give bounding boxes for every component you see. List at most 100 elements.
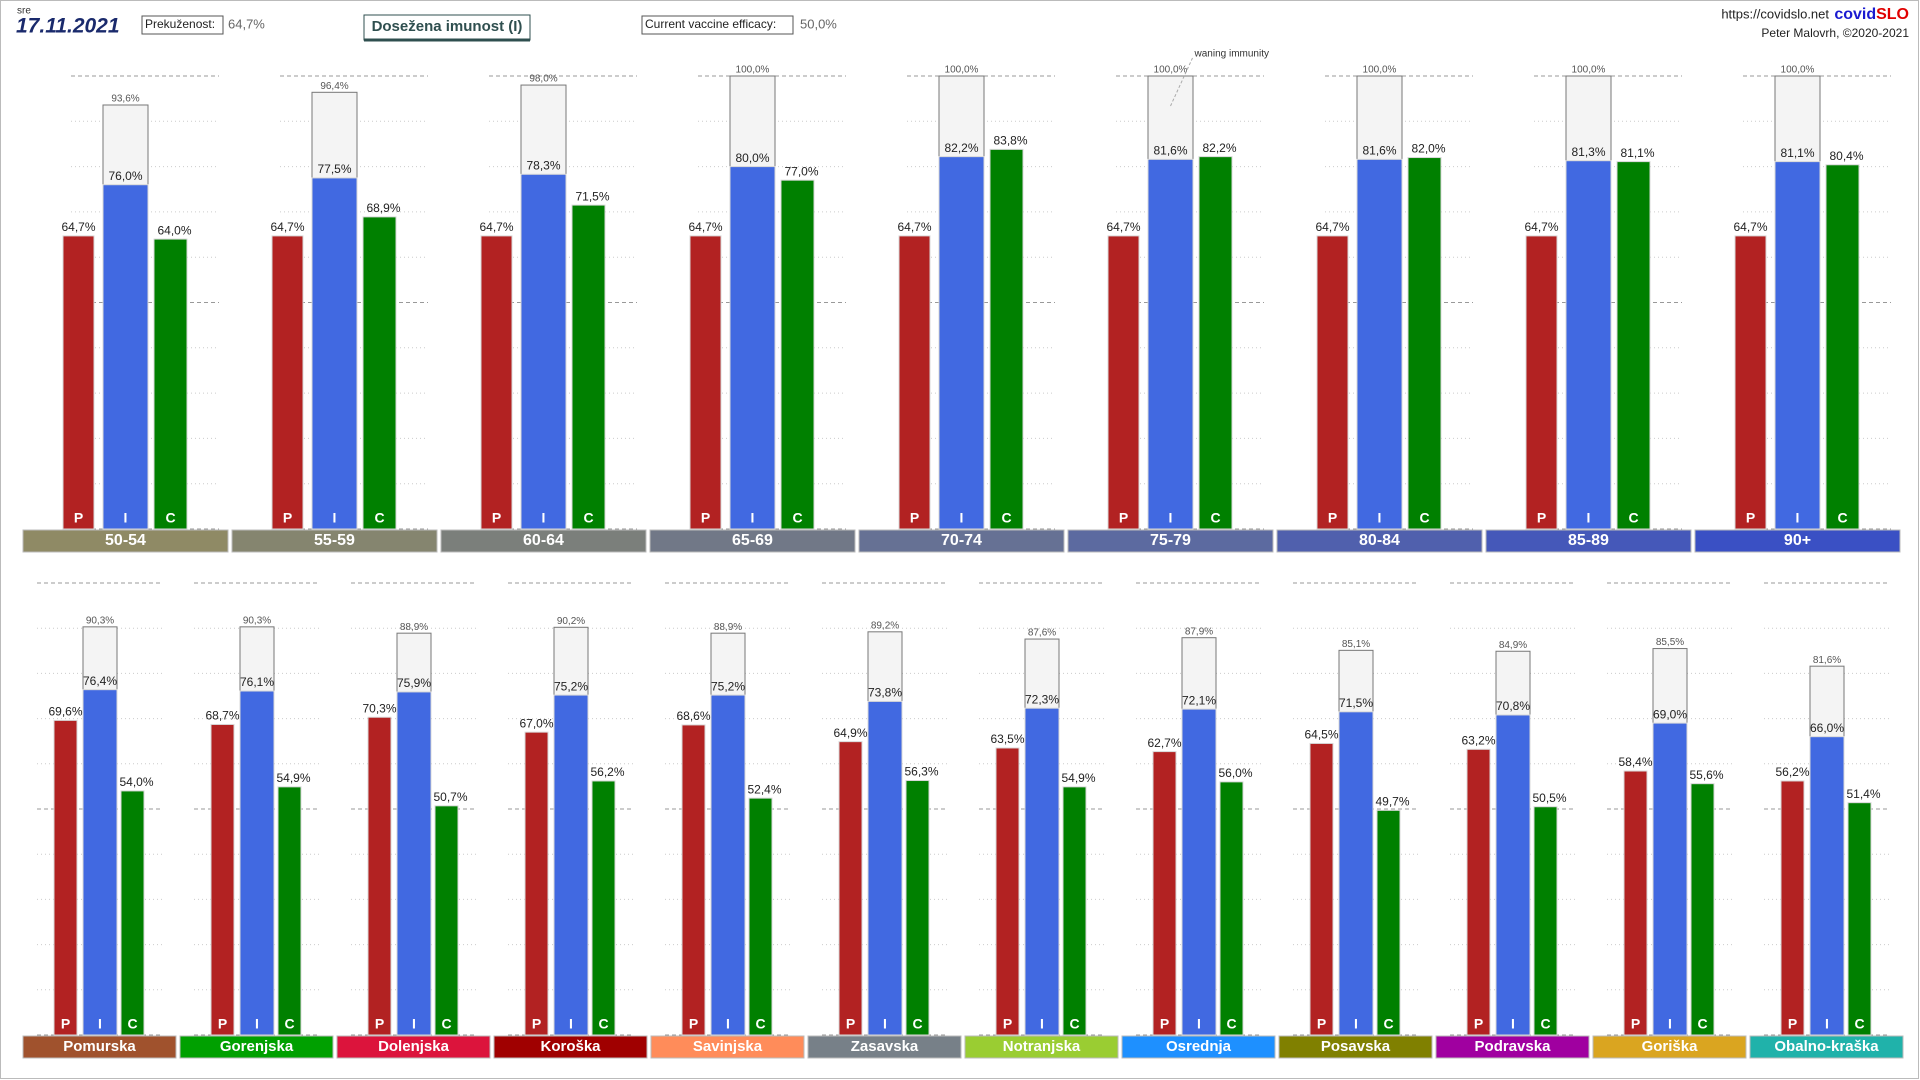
bar <box>1623 770 1648 1036</box>
bar <box>396 691 432 1036</box>
bar <box>838 741 863 1036</box>
category-label: 55-59 <box>314 532 355 549</box>
category-box <box>1278 1035 1433 1059</box>
category-label: Gorenjska <box>220 1038 294 1055</box>
bar <box>1652 722 1688 1036</box>
series-letter: P <box>61 1016 70 1032</box>
bar <box>1024 707 1060 1036</box>
label-box <box>641 15 794 35</box>
bar <box>1734 235 1767 530</box>
series-letter: C <box>1628 510 1638 526</box>
series-letter: P <box>532 1016 541 1032</box>
category-label: Koroška <box>540 1038 601 1055</box>
bar <box>362 216 397 530</box>
bar <box>1107 235 1140 530</box>
category-box <box>858 529 1065 553</box>
series-letter: C <box>1697 1016 1707 1032</box>
series-letter: P <box>701 510 710 526</box>
value-label: 82,2% <box>944 141 978 155</box>
value-label: 67,0% <box>519 716 553 730</box>
series-letter: C <box>1210 510 1220 526</box>
waning-label: 100,0% <box>945 65 979 76</box>
series-letter: C <box>1854 1016 1864 1032</box>
bar <box>520 173 567 530</box>
category-box <box>231 529 438 553</box>
category-label: Osrednja <box>1166 1038 1232 1055</box>
category-label: Obalno-kraška <box>1774 1038 1879 1055</box>
bar <box>1533 806 1558 1036</box>
bar <box>591 780 616 1036</box>
bar <box>524 731 549 1036</box>
bar <box>1616 161 1651 530</box>
value-label: 81,1% <box>1780 146 1814 160</box>
bar <box>710 694 746 1036</box>
bar <box>1690 783 1715 1036</box>
value-label: 73,8% <box>868 686 902 700</box>
value-label: 63,2% <box>1461 734 1495 748</box>
bar <box>82 689 118 1036</box>
category-box <box>1067 529 1274 553</box>
bar <box>367 716 392 1036</box>
bar <box>1376 809 1401 1036</box>
series-letter: I <box>569 1016 573 1032</box>
bar <box>1152 751 1177 1036</box>
category-box <box>22 1035 177 1059</box>
value-label: 56,2% <box>590 765 624 779</box>
brand-a: covid <box>1834 6 1876 23</box>
series-letter: C <box>1540 1016 1550 1032</box>
value-label: 54,9% <box>1061 771 1095 785</box>
bar <box>729 166 776 530</box>
series-letter: P <box>283 510 292 526</box>
brand: covidSLO <box>1834 6 1909 23</box>
bar <box>1356 158 1403 530</box>
value-label: 69,6% <box>48 705 82 719</box>
bar <box>1309 742 1334 1036</box>
value-label: 50,5% <box>1532 791 1566 805</box>
bar <box>1780 780 1805 1036</box>
bar <box>62 235 95 530</box>
url: https://covidslo.net <box>1721 6 1829 21</box>
series-letter: C <box>912 1016 922 1032</box>
bar <box>271 235 304 530</box>
waning-label: 88,9% <box>714 622 742 633</box>
value-label: 82,2% <box>1202 141 1236 155</box>
category-box <box>1485 529 1692 553</box>
series-letter: I <box>333 510 337 526</box>
series-letter: I <box>1587 510 1591 526</box>
category-box <box>650 1035 805 1059</box>
series-letter: I <box>1040 1016 1044 1032</box>
bar <box>553 694 589 1036</box>
author: Peter Malovrh, ©2020-2021 <box>1761 26 1909 40</box>
value-label: 76,0% <box>108 169 142 183</box>
category-box <box>440 529 647 553</box>
value-label: 63,5% <box>990 732 1024 746</box>
series-letter: C <box>1069 1016 1079 1032</box>
value-label: 64,7% <box>270 220 304 234</box>
category-label: 90+ <box>1784 532 1811 549</box>
waning-label: 84,9% <box>1499 640 1527 651</box>
series-letter: I <box>883 1016 887 1032</box>
series-letter: I <box>1511 1016 1515 1032</box>
series-letter: C <box>598 1016 608 1032</box>
series-letter: I <box>1796 510 1800 526</box>
bar <box>689 235 722 530</box>
waning-label: 88,9% <box>400 622 428 633</box>
bar <box>1774 161 1821 530</box>
waning-label: 93,6% <box>111 94 139 105</box>
series-letter: I <box>751 510 755 526</box>
value-label: 76,4% <box>83 674 117 688</box>
bar <box>311 177 358 530</box>
category-box <box>1592 1035 1747 1059</box>
value-label: 78,3% <box>526 158 560 172</box>
series-letter: P <box>492 510 501 526</box>
category-label: 60-64 <box>523 532 564 549</box>
bar <box>905 780 930 1036</box>
waning-label: 85,1% <box>1342 639 1370 650</box>
bar <box>239 690 275 1036</box>
label-box <box>141 15 224 35</box>
value-label: 81,6% <box>1362 144 1396 158</box>
value-label: 55,6% <box>1689 768 1723 782</box>
bar <box>120 790 145 1036</box>
category-label: Zasavska <box>851 1038 919 1055</box>
